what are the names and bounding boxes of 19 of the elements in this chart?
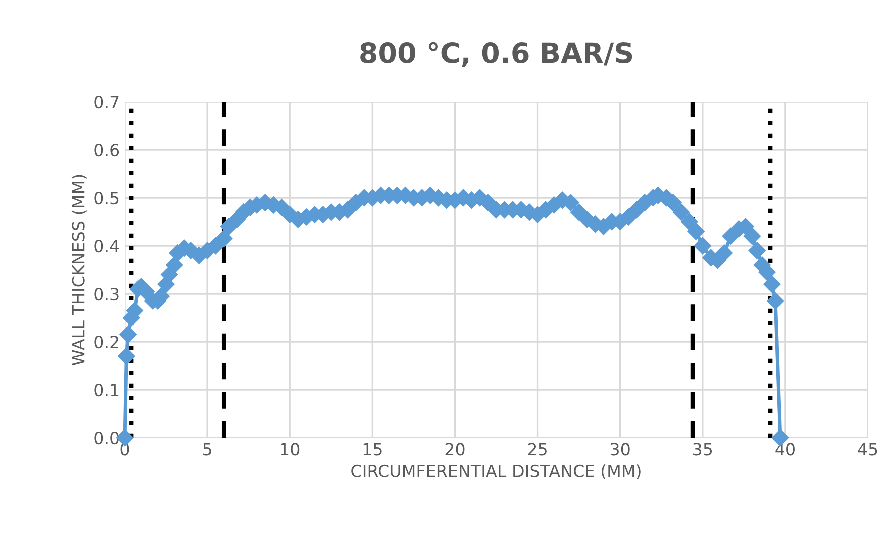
y-tick-label: 0.1 <box>94 384 119 397</box>
x-tick-label: 5 <box>204 443 212 456</box>
y-tick-label: 0.3 <box>94 288 119 301</box>
x-tick-label: 30 <box>611 443 630 456</box>
chart-title: 800 °C, 0.6 BAR/S <box>360 42 632 68</box>
y-tick-label: 0.4 <box>94 240 120 253</box>
x-tick-label: 15 <box>364 443 382 456</box>
x-tick-label: 25 <box>528 443 547 456</box>
y-tick-label: 0.6 <box>94 144 120 157</box>
y-tick-label: 0.5 <box>94 192 119 205</box>
x-tick-label: 20 <box>446 443 465 456</box>
x-tick-label: 35 <box>694 443 712 456</box>
y-tick-label: 0.2 <box>94 336 118 349</box>
y-axis-title: WALL THICKNESS (MM) <box>72 175 87 366</box>
x-tick-label: 45 <box>858 443 878 456</box>
y-tick-label: 0.0 <box>94 432 120 445</box>
y-tick-label: 0.7 <box>94 96 119 109</box>
x-tick-label: 10 <box>281 443 300 456</box>
x-axis-title: CIRCUMFERENTIAL DISTANCE (MM) <box>352 464 641 480</box>
